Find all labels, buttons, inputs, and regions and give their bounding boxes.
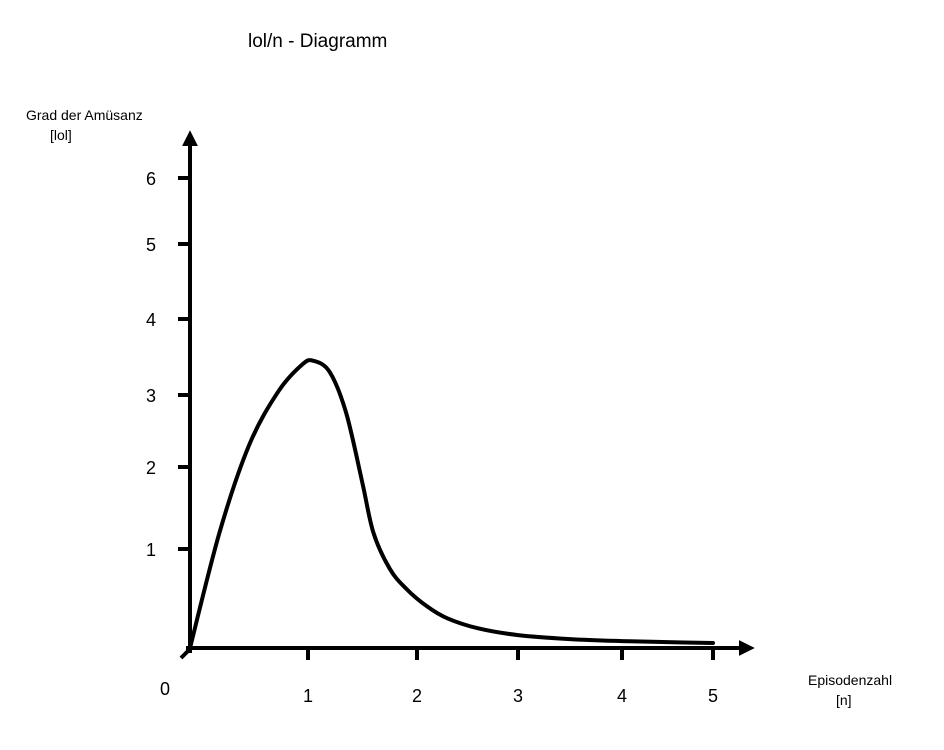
y-axis-label: Grad der Amüsanz bbox=[26, 107, 143, 123]
x-tick-label-2: 2 bbox=[412, 686, 422, 706]
y-tick-label-3: 3 bbox=[146, 386, 156, 406]
y-axis-unit: [lol] bbox=[50, 127, 72, 143]
x-tick-label-5: 5 bbox=[708, 686, 718, 706]
x-tick-label-4: 4 bbox=[617, 686, 627, 706]
y-tick-label-1: 1 bbox=[146, 540, 156, 560]
x-axis-unit: [n] bbox=[836, 692, 852, 708]
series-line bbox=[188, 358, 715, 650]
y-tick-label-6: 6 bbox=[146, 169, 156, 189]
y-ticks: 1 2 3 4 5 6 bbox=[146, 169, 190, 560]
y-tick-label-2: 2 bbox=[146, 458, 156, 478]
x-tick-label-1: 1 bbox=[303, 686, 313, 706]
y-tick-label-4: 4 bbox=[146, 310, 156, 330]
y-tick-label-5: 5 bbox=[146, 235, 156, 255]
x-axis-label: Episodenzahl bbox=[808, 672, 892, 688]
origin-label: 0 bbox=[160, 679, 170, 699]
x-ticks: 1 2 3 4 5 bbox=[303, 648, 718, 706]
chart-title: lol/n - Diagramm bbox=[248, 31, 387, 52]
x-tick-label-3: 3 bbox=[513, 686, 523, 706]
